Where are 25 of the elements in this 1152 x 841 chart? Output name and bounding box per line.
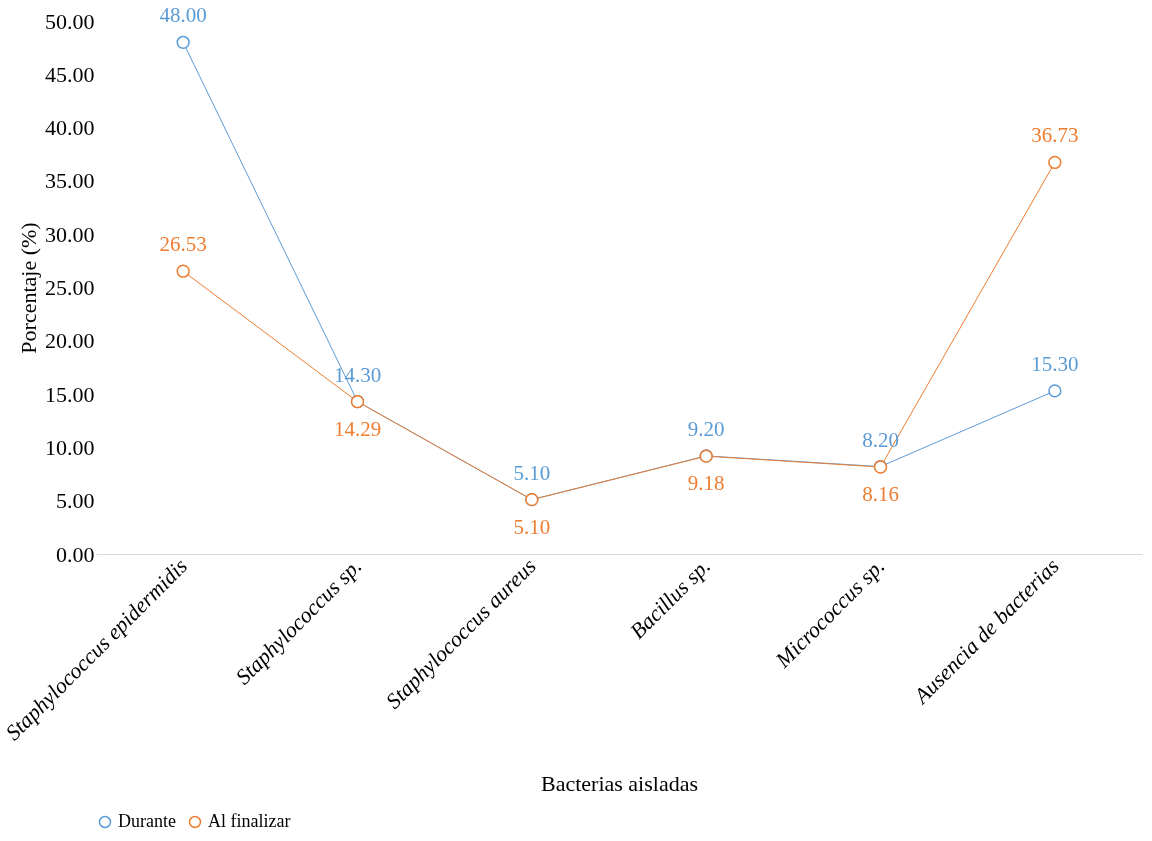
data-label: 8.16 <box>862 482 899 507</box>
legend-label: Durante <box>118 811 176 831</box>
y-tick-label: 15.00 <box>45 381 95 407</box>
y-tick-label: 35.00 <box>45 168 95 194</box>
y-tick-label: 5.00 <box>56 488 95 514</box>
y-tick-label: 10.00 <box>45 434 95 460</box>
y-axis-title: Porcentaje (%) <box>16 222 41 354</box>
x-axis-title: Bacterias aisladas <box>541 771 698 797</box>
data-label: 5.10 <box>513 514 551 539</box>
data-label: 5.10 <box>513 460 551 485</box>
y-tick-label: 50.00 <box>45 8 95 34</box>
y-tick-label: 25.00 <box>45 275 95 300</box>
data-label: 36.73 <box>1031 123 1079 148</box>
data-label: 14.29 <box>333 416 382 441</box>
y-tick-label: 20.00 <box>45 328 95 354</box>
y-tick-label: 40.00 <box>45 115 95 141</box>
data-label: 15.30 <box>1031 351 1079 376</box>
data-label: 9.18 <box>687 471 725 496</box>
y-tick-label: 0.00 <box>56 541 95 567</box>
data-label: 9.20 <box>687 416 725 441</box>
data-label: 48.00 <box>159 3 207 28</box>
y-tick-label: 30.00 <box>45 221 95 247</box>
y-tick-label: 45.00 <box>45 61 95 87</box>
data-label: 26.53 <box>159 232 207 257</box>
legend-label: Al finalizar <box>208 811 291 831</box>
